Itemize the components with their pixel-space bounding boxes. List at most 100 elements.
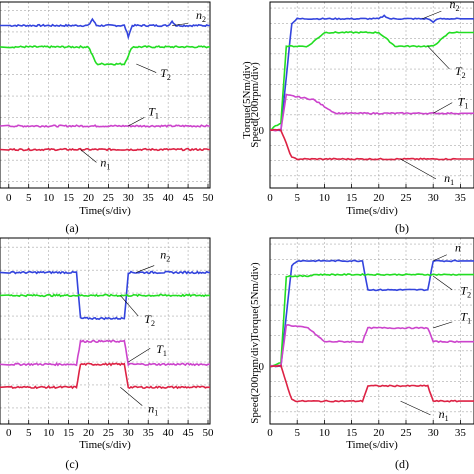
y-axis-label: Torque(5Nm/div) <box>249 262 261 340</box>
label-main: T <box>156 342 164 356</box>
x-tick-label: 15 <box>63 427 75 439</box>
x-tick-label: 20 <box>83 427 95 439</box>
label-leader <box>128 117 145 127</box>
label-main: n <box>148 402 154 416</box>
label-main: T <box>460 283 468 297</box>
axes-frame-a <box>0 1 211 189</box>
x-tick-label: 15 <box>346 192 358 204</box>
x-tick-label: 25 <box>401 427 413 439</box>
label-leader <box>136 265 155 273</box>
series-line-n1 <box>270 128 474 161</box>
series-label-n1: n1 <box>100 156 110 172</box>
label-main: T <box>460 309 468 323</box>
label-sub: 2 <box>456 4 460 13</box>
series-label-T2: T2 <box>460 283 471 299</box>
series-label-n2: n2 <box>450 0 460 13</box>
label-main: n <box>439 407 445 421</box>
series-line-T1 <box>270 93 474 132</box>
panel-c: 0 5 10 15 20 25 30 35 40 45 50 Time(s/div) Torque(5N… <box>0 237 261 451</box>
series-label-n2: n2 <box>196 8 206 24</box>
panel-d: 0 5 10 15 20 25 30 35Time(s/div)Speed(200rpm/di… <box>249 237 474 451</box>
label-sub: 2 <box>462 71 466 80</box>
x-tick-label: 45 <box>183 192 195 204</box>
x-tick-label: 30 <box>428 192 440 204</box>
label-sub: 2 <box>167 73 171 82</box>
series-group-d <box>270 259 474 403</box>
x-tick-label: 10 <box>319 427 331 439</box>
label-sub: 1 <box>450 178 454 187</box>
x-tick-label: 0 <box>267 427 273 439</box>
x-tick-label: 35 <box>455 427 467 439</box>
label-sub: 1 <box>445 414 449 423</box>
x-tick-label: 45 <box>183 427 195 439</box>
x-tick-label: 35 <box>143 427 155 439</box>
series-line-T2 <box>0 293 210 298</box>
series-line-n2 <box>0 270 210 321</box>
x-tick-labels-b: 0 5 10 15 20 25 30 35 <box>267 192 466 204</box>
zero-marker: 0 <box>259 125 265 137</box>
x-tick-labels-c: 0 5 10 15 20 25 30 35 40 45 50 <box>6 427 214 439</box>
series-label-T2: T2 <box>455 64 466 80</box>
series-label-n1: n1 <box>439 407 449 423</box>
x-tick-label: 30 <box>123 427 135 439</box>
label-leader <box>433 254 447 262</box>
series-line-n2 <box>270 259 474 368</box>
series-label-n1: n1 <box>444 171 454 187</box>
x-tick-label: 35 <box>143 192 155 204</box>
label-main: T <box>458 95 466 109</box>
y-axis-label: Speed(200rpm/div) <box>249 338 261 424</box>
x-tick-label: 25 <box>401 192 413 204</box>
series-label-T1: T1 <box>458 95 469 111</box>
series-label-T1: T1 <box>460 309 471 325</box>
label-leader <box>172 23 189 26</box>
x-tick-label: 5 <box>26 192 32 204</box>
label-main: n <box>196 8 202 22</box>
grid-c <box>0 238 210 424</box>
x-tick-labels-a: 0 5 10 15 20 25 30 35 40 45 50 <box>6 192 214 204</box>
x-axis-label: Time(s/div) <box>79 205 131 217</box>
plot-frame <box>0 237 211 425</box>
label-leader <box>433 321 453 329</box>
x-tick-label: 40 <box>163 427 175 439</box>
x-tick-label: 30 <box>123 192 135 204</box>
series-line-T2 <box>270 31 474 131</box>
label-sub: 2 <box>166 255 170 264</box>
plot-frame <box>0 1 211 189</box>
panel-b: 0 5 10 15 20 25 30 35Time(s/div)Speed(200rpm/di… <box>249 0 474 217</box>
label-sub: 1 <box>106 163 110 172</box>
label-leader <box>128 347 151 363</box>
label-sub: 1 <box>163 349 167 358</box>
ylabel-top-shared: Torque(5Nm/div) <box>241 61 253 139</box>
axes-frame-d <box>269 237 474 425</box>
label-leader <box>433 275 453 291</box>
label-main: n <box>455 241 461 255</box>
axes-frame-c <box>0 237 211 425</box>
series-line-n1 <box>0 147 210 152</box>
label-main: T <box>148 104 156 118</box>
x-tick-label: 5 <box>294 192 300 204</box>
grid-b <box>270 2 474 188</box>
series-line-T2 <box>0 45 210 66</box>
label-sub: 2 <box>467 290 471 299</box>
series-label-T2: T2 <box>144 312 155 328</box>
grid-d <box>270 238 474 424</box>
x-tick-label: 5 <box>26 427 32 439</box>
x-tick-label: 50 <box>203 192 215 204</box>
plot-frame <box>269 237 474 425</box>
label-leader <box>400 158 437 180</box>
series-line-T1 <box>0 124 210 128</box>
label-sub: 2 <box>151 319 155 328</box>
x-tick-label: 50 <box>203 427 215 439</box>
label-sub: 1 <box>155 111 159 120</box>
label-sub: 1 <box>467 316 471 325</box>
label-leader <box>120 295 139 317</box>
series-label-T1: T1 <box>148 104 159 120</box>
series-group-a <box>0 17 210 152</box>
y-axis-label: Speed(200rpm/div) <box>249 62 261 148</box>
series-label-n2: n <box>455 241 461 255</box>
caption-b: (b) <box>395 221 409 235</box>
caption-a: (a) <box>65 221 78 235</box>
label-main: n <box>100 156 106 170</box>
